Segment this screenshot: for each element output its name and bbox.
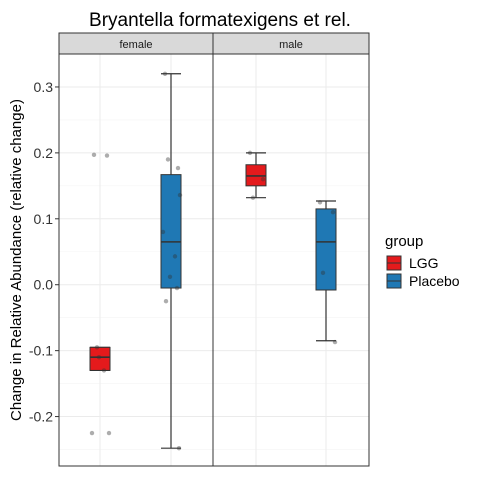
data-point xyxy=(172,254,178,259)
legend-label-placebo: Placebo xyxy=(409,273,460,289)
panel-female xyxy=(59,54,213,466)
y-tick-label: 0.0 xyxy=(34,277,54,293)
data-point xyxy=(330,210,336,215)
data-point xyxy=(177,192,183,198)
data-point xyxy=(174,285,180,291)
y-axis-title: Change in Relative Abundance (relative c… xyxy=(8,99,25,421)
data-point xyxy=(96,355,102,360)
boxes-female xyxy=(89,71,183,451)
data-point xyxy=(175,165,181,171)
data-point xyxy=(163,299,169,304)
data-point xyxy=(162,71,168,76)
y-axis: -0.2 -0.1 0.0 0.1 0.2 0.3 xyxy=(29,79,59,425)
y-tick-label: -0.2 xyxy=(29,409,53,425)
data-point xyxy=(250,195,256,200)
data-point xyxy=(332,339,338,345)
legend-key-placebo xyxy=(386,273,402,289)
legend: group LGG Placebo xyxy=(385,233,460,289)
data-point xyxy=(91,152,97,158)
panel-border-male xyxy=(212,53,370,467)
data-point xyxy=(317,200,323,205)
y-tick-label: -0.1 xyxy=(29,343,53,359)
box-female-placebo xyxy=(160,174,182,289)
data-point xyxy=(94,345,100,350)
facet-label-male: male xyxy=(279,39,303,51)
legend-key-lgg xyxy=(386,255,402,271)
legend-title: group xyxy=(385,233,423,250)
data-point xyxy=(176,446,182,451)
data-point xyxy=(160,229,166,235)
data-point xyxy=(165,157,171,162)
data-point xyxy=(260,177,266,182)
boxes-male xyxy=(245,150,338,345)
box-female-lgg xyxy=(89,346,111,371)
data-point xyxy=(106,430,112,436)
data-point xyxy=(101,368,107,373)
data-point xyxy=(167,274,173,280)
chart-title: Bryantella formatexigens et rel. xyxy=(89,10,351,31)
data-point xyxy=(320,270,326,276)
data-point xyxy=(247,150,253,156)
data-point xyxy=(104,153,110,158)
panel-male xyxy=(213,54,369,466)
facet-female: female xyxy=(58,32,214,467)
y-tick-label: 0.1 xyxy=(34,211,54,227)
box-male-placebo xyxy=(315,208,337,291)
facet-male: male xyxy=(212,32,370,467)
facet-label-female: female xyxy=(119,39,152,51)
data-point xyxy=(89,430,95,436)
y-tick-label: 0.2 xyxy=(34,145,54,161)
y-tick-label: 0.3 xyxy=(34,79,54,95)
legend-label-lgg: LGG xyxy=(409,255,439,271)
